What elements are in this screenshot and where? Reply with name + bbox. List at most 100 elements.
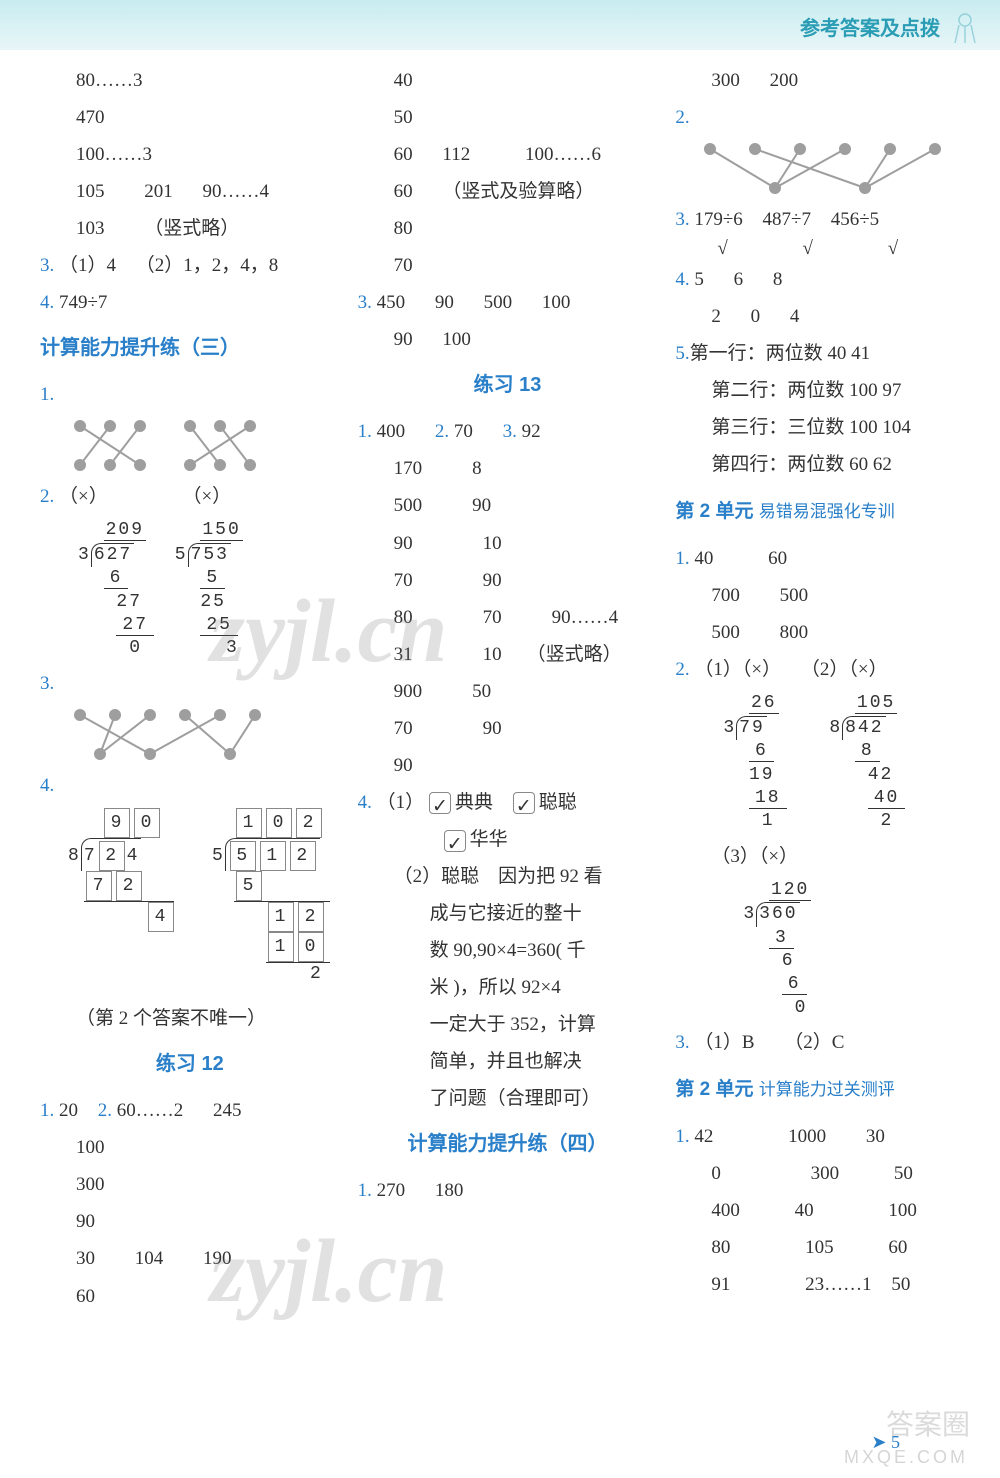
q-number: 1. [675,1126,689,1147]
digit: 5 [230,841,256,871]
value: 80 [711,1237,730,1258]
page-value: 5 [891,1432,900,1452]
q-number: 3. [40,255,54,276]
value: 190 [203,1248,232,1269]
q-number: 1. [358,421,372,442]
text-line: 1. 20 2. 60……2 245 [40,1092,340,1129]
text-line: 1. 400 2. 70 3. 92 [358,413,658,450]
checkbox-icon: ✓ [429,792,451,814]
q-number: 3. [40,673,54,694]
text-line: 7090 [358,710,658,747]
value: （×） [59,486,108,507]
long-division: 120 3360 3 6 6 0 [743,879,811,1020]
value: 70 [394,570,413,591]
step: 19 [749,765,775,785]
text-line: 简单，并且也解决 [358,1043,658,1080]
q-number: 5. [675,343,689,364]
q-number: 1. [358,1180,372,1201]
digit: 0 [266,808,292,838]
text-line: 3. （1）4 （2）1，2，4，8 [40,247,340,284]
header-title: 参考答案及点拨 [800,12,940,41]
q-number: 2. [98,1100,112,1121]
step: 42 [868,765,894,785]
value: 华华 [470,829,508,850]
value: 60 [394,144,413,165]
q-number: 3. [503,421,517,442]
value: 70 [454,421,473,442]
text-line: 数 90,90×4=360( 千 [358,932,658,969]
value: 4 [790,306,800,327]
step: 18 [749,788,787,809]
longdiv-row: 26 379 6 19 18 1 105 8842 8 42 40 2 [675,688,975,837]
unit-subtitle: 计算能力过关测评 [759,1080,895,1099]
value: 60 [768,548,787,569]
value: （2）C [784,1032,844,1053]
digit: 7 [86,871,112,901]
text-line: 90 100 [358,321,658,358]
check-icon: √ [717,238,727,259]
q-number: 4. [358,792,372,813]
text-line: 2 0 4 [675,298,975,335]
value: 105 [76,181,105,202]
box-division: 90 8724 72 4 [68,808,176,986]
value: 聪聪 [539,792,577,813]
text-line: ✓华华 [358,821,658,858]
text-line: 9010 [358,525,658,562]
text-line: 470 [40,99,340,136]
section-heading: 练习 12 [40,1045,340,1084]
step: 8 [855,741,880,762]
digit: 4 [148,902,174,932]
longdiv-row: 120 3360 3 6 6 0 [675,875,975,1024]
value: 5 [694,269,704,290]
digit: 2 [296,808,322,838]
digit: 0 [298,932,324,962]
text-line: 90 [40,1203,340,1240]
value: 10 [483,533,502,554]
value: 42 [694,1126,713,1147]
value: 31 [394,644,413,665]
remainder: 2 [881,811,894,831]
value: （1） [377,792,425,813]
value: 105 [805,1237,834,1258]
text-line: 700 500 [675,577,975,614]
value: 80 [394,607,413,628]
long-division: 105 8842 8 42 40 2 [829,692,905,833]
dividend: 79 [736,716,767,740]
text-line: 80 105 60 [675,1229,975,1266]
text-line: 80 [358,210,658,247]
value: 270 [377,1180,406,1201]
value: 500 [780,585,809,606]
text-line: 807090……4 [358,599,658,636]
long-division: 209 3627 6 27 27 0 [78,519,154,660]
value: 30 [866,1126,885,1147]
value: 8 [472,458,482,479]
text-line: 60 112 100……6 [358,136,658,173]
digit: 1 [260,841,286,871]
text-line: 4. 749÷7 [40,284,340,321]
text-line: 50 [358,99,658,136]
text-line: 3110（竖式略） [358,636,658,673]
text-line: 了问题（合理即可） [358,1080,658,1117]
page-number: ➤ 5 [871,1432,900,1453]
value: 100……6 [525,144,601,165]
dividend: 842 [842,716,885,740]
matching-diagram-icon [70,418,270,473]
digit: 9 [104,808,130,838]
divisor: 3 [723,718,736,738]
q-number: 4. [40,775,54,796]
value: 456÷5 [831,209,879,230]
text-line: 成与它接近的整十 [358,895,658,932]
step: 6 [104,568,129,589]
value: 60 [888,1237,907,1258]
step: 27 [116,615,154,636]
value: 2 [711,306,721,327]
value: 0 [711,1163,721,1184]
value: 8 [773,269,783,290]
text-line: 70 [358,247,658,284]
step: 6 [749,741,774,762]
check-icon: √ [888,238,898,259]
text-line: 5.第一行：两位数 40 41 [675,335,975,372]
text-line: 60 （竖式及验算略） [358,173,658,210]
step: 27 [116,592,142,612]
step: 25 [200,615,238,636]
